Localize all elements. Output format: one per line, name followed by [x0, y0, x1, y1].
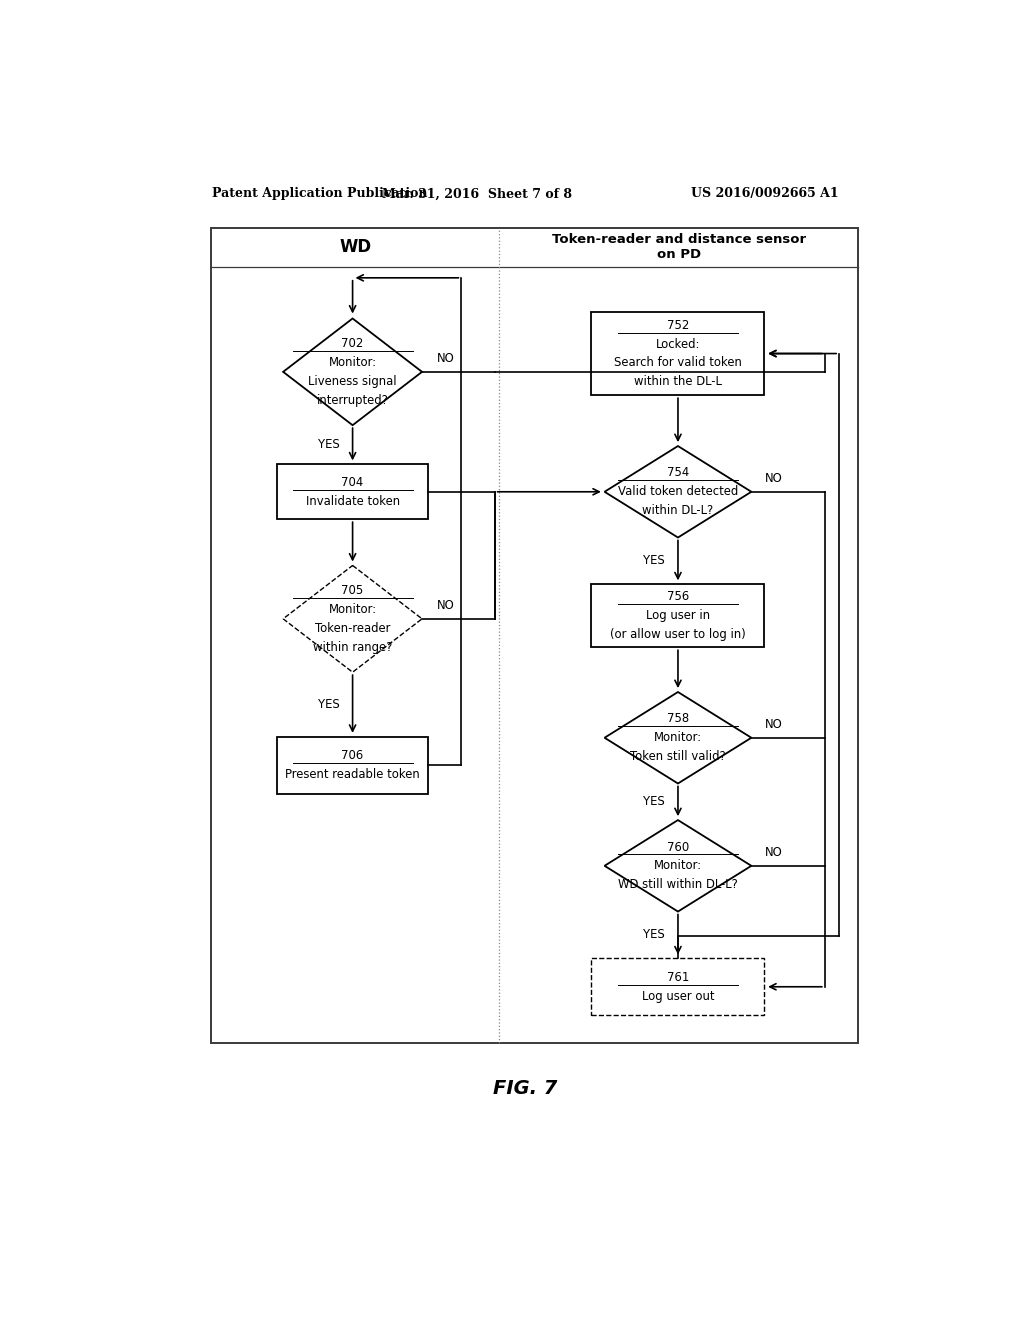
Text: NO: NO — [765, 718, 782, 731]
Polygon shape — [284, 318, 422, 425]
Text: Token-reader: Token-reader — [315, 622, 390, 635]
Text: Liveness signal: Liveness signal — [308, 375, 397, 388]
Text: US 2016/0092665 A1: US 2016/0092665 A1 — [690, 187, 839, 201]
Text: Log user in: Log user in — [646, 610, 710, 622]
Text: Valid token detected: Valid token detected — [617, 486, 738, 498]
Text: Monitor:: Monitor: — [329, 356, 377, 370]
Text: 758: 758 — [667, 713, 689, 726]
Text: Token-reader and distance sensor
on PD: Token-reader and distance sensor on PD — [552, 234, 806, 261]
Text: 702: 702 — [341, 337, 364, 350]
Text: within range?: within range? — [313, 640, 392, 653]
Text: within the DL-L: within the DL-L — [634, 375, 722, 388]
Text: Monitor:: Monitor: — [329, 603, 377, 616]
Text: NO: NO — [765, 473, 782, 484]
Text: YES: YES — [317, 698, 340, 711]
Text: 754: 754 — [667, 466, 689, 479]
Text: Mar. 31, 2016  Sheet 7 of 8: Mar. 31, 2016 Sheet 7 of 8 — [382, 187, 572, 201]
Text: 761: 761 — [667, 972, 689, 983]
Polygon shape — [604, 692, 752, 784]
Text: NO: NO — [437, 599, 455, 612]
Text: Monitor:: Monitor: — [654, 859, 702, 873]
Text: NO: NO — [437, 352, 455, 366]
Text: WD still within DL-L?: WD still within DL-L? — [618, 878, 738, 891]
Text: interrupted?: interrupted? — [316, 393, 388, 407]
Polygon shape — [604, 446, 752, 537]
Text: 752: 752 — [667, 319, 689, 331]
Text: YES: YES — [643, 928, 665, 941]
Text: Log user out: Log user out — [642, 990, 714, 1003]
Text: Locked:: Locked: — [655, 338, 700, 351]
Text: 705: 705 — [341, 585, 364, 597]
Text: Token still valid?: Token still valid? — [630, 750, 726, 763]
Bar — [592, 958, 765, 1015]
Bar — [592, 312, 765, 395]
Bar — [278, 465, 428, 519]
Text: 760: 760 — [667, 841, 689, 854]
Bar — [592, 585, 765, 647]
Bar — [211, 227, 858, 1043]
Text: YES: YES — [643, 554, 665, 568]
Text: (or allow user to log in): (or allow user to log in) — [610, 628, 745, 642]
Text: 706: 706 — [341, 750, 364, 762]
Text: Invalidate token: Invalidate token — [305, 495, 399, 508]
Text: Present readable token: Present readable token — [286, 768, 420, 781]
Text: 704: 704 — [341, 477, 364, 488]
Text: within DL-L?: within DL-L? — [642, 504, 714, 517]
Text: NO: NO — [765, 846, 782, 859]
Polygon shape — [604, 820, 752, 912]
Text: YES: YES — [643, 795, 665, 808]
Text: Patent Application Publication: Patent Application Publication — [212, 187, 428, 201]
Text: Search for valid token: Search for valid token — [614, 356, 742, 370]
Text: WD: WD — [339, 239, 372, 256]
Polygon shape — [284, 565, 422, 672]
Text: YES: YES — [317, 438, 340, 451]
Text: FIG. 7: FIG. 7 — [493, 1078, 557, 1098]
Bar — [278, 737, 428, 793]
Text: Monitor:: Monitor: — [654, 731, 702, 744]
Text: 756: 756 — [667, 590, 689, 603]
